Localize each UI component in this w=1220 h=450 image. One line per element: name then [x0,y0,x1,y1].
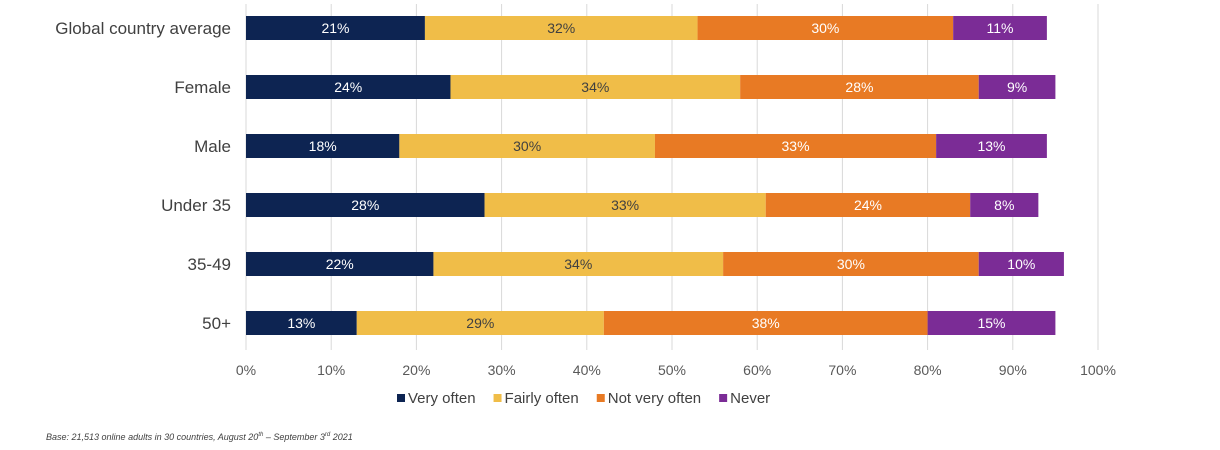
data-label: 13% [977,138,1005,154]
bar-segment [936,134,1047,158]
bar-segment [246,311,357,335]
data-label: 28% [845,79,873,95]
category-label: 35-49 [188,255,231,274]
category-label: Male [194,137,231,156]
category-label: Global country average [55,19,231,38]
category-label: Under 35 [161,196,231,215]
category-label: 50+ [202,314,231,333]
data-label: 32% [547,20,575,36]
data-label: 34% [581,79,609,95]
bar-segment [450,75,741,99]
data-label: 24% [854,197,882,213]
legend-swatch [493,394,502,402]
gridlines [245,4,1099,350]
data-label: 30% [811,20,839,36]
x-tick-label: 40% [573,362,601,378]
x-tick-label: 100% [1080,362,1116,378]
x-tick-label: 30% [488,362,516,378]
legend-swatch [596,394,605,402]
data-label: 38% [752,315,780,331]
bar-segment [970,193,1039,217]
bars: 21% 32% 30% 11% 24% 34% 28% 9% 18% 30% 33% 13% 28% 33… [246,16,1064,335]
bar-segment [246,134,400,158]
bar-segment [740,75,979,99]
data-label: 33% [782,138,810,154]
bar-segment [246,75,451,99]
x-tick-label: 70% [828,362,856,378]
bar-segment [765,193,971,217]
data-label: 22% [326,256,354,272]
legend-label: Never [730,390,770,407]
data-label: 8% [994,197,1014,213]
bar-segment [953,16,1047,40]
data-label: 30% [837,256,865,272]
data-label: 18% [309,138,337,154]
category-labels: Global country average Female Male Under 35… [55,19,231,333]
data-label: 21% [321,20,349,36]
bar-segment [424,16,698,40]
bar-segment [978,252,1064,276]
category-label: Female [174,78,231,97]
data-label: 34% [564,256,592,272]
bar-segment [356,311,604,335]
data-label: 13% [287,315,315,331]
data-label: 28% [351,197,379,213]
stacked-bar-chart: 21% 32% 30% 11% 24% 34% 28% 9% 18% 30% 33% 13% 28% 33… [55,4,1116,407]
x-tick-label: 20% [402,362,430,378]
data-label: 11% [987,20,1014,36]
x-tick-label: 50% [658,362,686,378]
legend-label: Very often [408,390,476,407]
bar-segment [978,75,1056,99]
legend-label: Fairly often [505,390,579,407]
data-label: 10% [1007,256,1035,272]
legend-label: Not very often [608,390,701,407]
footnote: Base: 21,513 online adults in 30 countri… [46,432,353,442]
bar-segment [246,193,485,217]
data-label: 15% [977,315,1005,331]
legend-swatch [397,394,405,402]
bar-segment [246,252,434,276]
legend: Very often Fairly often Not very often Neve… [397,390,770,407]
bar-segment [433,252,724,276]
bar-segment [603,311,928,335]
data-label: 24% [334,79,362,95]
bar-segment [654,134,937,158]
data-label: 30% [513,138,541,154]
bar-segment [246,16,425,40]
x-tick-label: 80% [914,362,942,378]
legend-swatch [719,394,728,402]
x-tick-label: 90% [999,362,1027,378]
x-tick-label: 10% [317,362,345,378]
data-label: 33% [611,197,639,213]
bar-segment [399,134,655,158]
bar-segment [697,16,954,40]
x-tick-label: 0% [236,362,256,378]
bar-segment [723,252,979,276]
data-label: 29% [466,315,494,331]
x-axis-ticks: 0% 10% 20% 30% 40% 50% 60% 70% 80% 90% 100% [236,362,1116,378]
data-label: 9% [1007,79,1027,95]
x-tick-label: 60% [743,362,771,378]
bar-segment [484,193,766,217]
bar-segment [927,311,1056,335]
